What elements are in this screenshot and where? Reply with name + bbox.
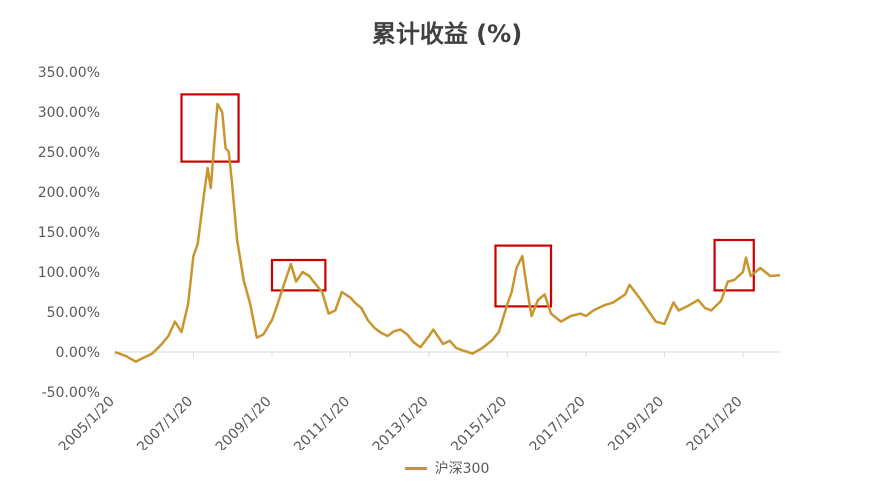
y-axis: -50.00% 0.00% 50.00% 100.00% 150.00% 200.00% 2… <box>38 65 100 401</box>
legend: 沪深300 <box>0 458 894 478</box>
annotation-layer <box>180 93 755 308</box>
y-tick-label: 150.00% <box>38 225 100 241</box>
highlight-box <box>713 238 755 292</box>
highlight-box <box>180 93 240 163</box>
x-tick-label: 2005/1/20 <box>56 394 118 450</box>
x-tick-label: 2011/1/20 <box>291 394 353 450</box>
x-tick-label: 2015/1/20 <box>448 394 510 450</box>
y-tick-label: 100.00% <box>38 265 100 281</box>
highlight-box <box>270 258 327 292</box>
y-tick-label: 50.00% <box>47 305 100 321</box>
y-tick-label: 350.00% <box>38 65 100 81</box>
x-tick-label: 2019/1/20 <box>605 394 667 450</box>
x-tick-label: 2017/1/20 <box>527 394 589 450</box>
legend-label: 沪深300 <box>434 461 490 477</box>
x-tick-label: 2021/1/20 <box>684 394 746 450</box>
y-tick-label: 200.00% <box>38 185 100 201</box>
legend-swatch <box>404 466 427 470</box>
y-tick-label: 0.00% <box>56 345 100 361</box>
y-tick-label: 250.00% <box>38 145 100 161</box>
series-layer <box>114 102 781 363</box>
x-tick-label: 2009/1/20 <box>213 394 275 450</box>
series-line <box>114 102 781 363</box>
y-tick-label: -50.00% <box>42 385 100 401</box>
y-tick-label: 300.00% <box>38 105 100 121</box>
line-chart: -50.00% 0.00% 50.00% 100.00% 150.00% 200.00% 2… <box>38 65 781 450</box>
x-tick-label: 2007/1/20 <box>134 394 196 450</box>
x-tick-label: 2013/1/20 <box>370 394 432 450</box>
highlight-box <box>494 244 553 308</box>
chart-title: 累计收益 (%) <box>371 20 523 48</box>
x-axis: 2005/1/20 2007/1/20 2009/1/20 2011/1/20 2013… <box>56 351 780 450</box>
